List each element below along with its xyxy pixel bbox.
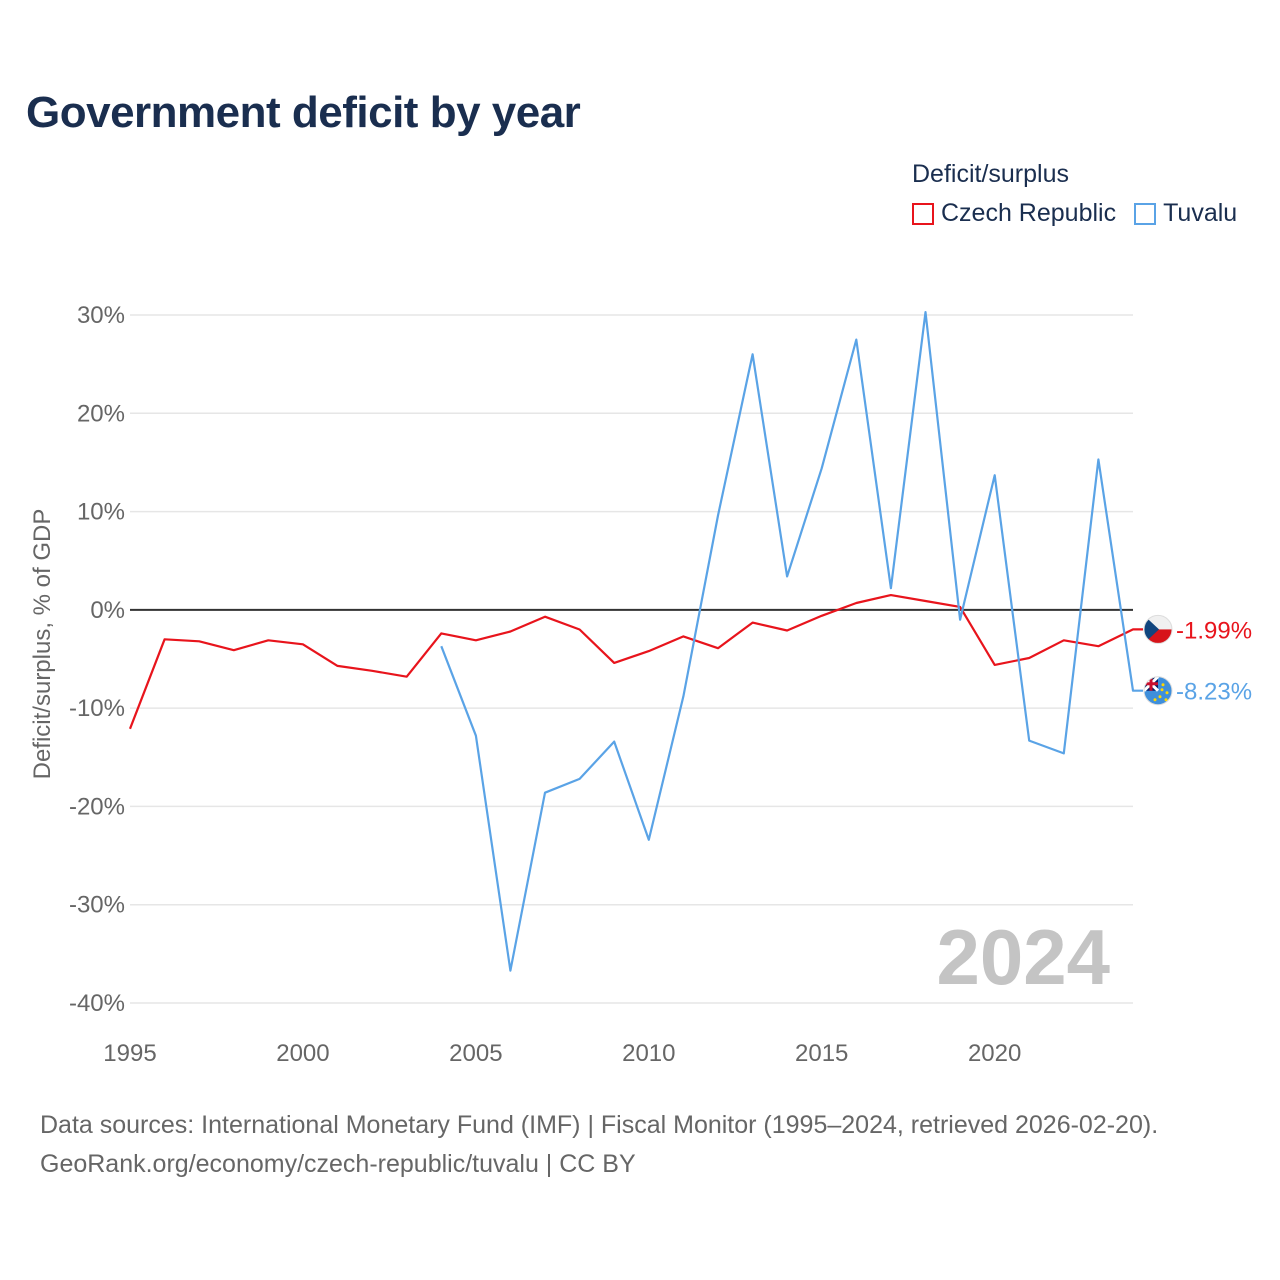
y-tick-label: 20% [77, 400, 125, 427]
legend-swatch-tuvalu [1134, 202, 1157, 225]
y-tick-label: -10% [69, 695, 125, 722]
year-watermark: 2024 [936, 913, 1110, 1001]
y-tick-label: 10% [77, 499, 125, 526]
flag-icon-czech-republic [1143, 614, 1173, 644]
x-tick-label: 2015 [795, 1040, 848, 1067]
legend-item-tuvalu[interactable]: Tuvalu [1134, 199, 1237, 228]
x-tick-label: 2005 [449, 1040, 502, 1067]
end-label-czech-republic: -1.99% [1176, 617, 1252, 644]
y-tick-label: -40% [69, 990, 125, 1017]
footer: Data sources: International Monetary Fun… [40, 1106, 1158, 1184]
y-tick-label: -20% [69, 793, 125, 820]
x-tick-label: 1995 [103, 1040, 156, 1067]
flag-icon-tuvalu [1143, 676, 1173, 706]
legend-swatch-czech-republic [912, 202, 934, 225]
legend: Deficit/surplus Czech Republic Tuvalu [912, 160, 1237, 228]
x-tick-label: 2020 [968, 1040, 1021, 1067]
y-tick-label: -30% [69, 892, 125, 919]
source-link[interactable]: GeoRank.org/economy/czech-republic/tuval… [40, 1150, 636, 1178]
legend-title: Deficit/surplus [912, 160, 1069, 188]
series-line-tuvalu [440, 311, 1143, 972]
x-tick-label: 2010 [622, 1040, 675, 1067]
end-label-tuvalu: -8.23% [1176, 679, 1252, 706]
x-tick-label: 2000 [276, 1040, 329, 1067]
y-axis-label: Deficit/surplus, % of GDP [29, 509, 56, 780]
legend-label-tuvalu: Tuvalu [1163, 199, 1238, 227]
legend-label-czech-republic: Czech Republic [941, 199, 1117, 227]
legend-item-czech-republic[interactable]: Czech Republic [912, 199, 1116, 228]
series-line-czech-republic [128, 593, 1143, 730]
chart-title: Government deficit by year [26, 88, 581, 137]
y-tick-label: 30% [77, 302, 125, 329]
y-tick-label: 0% [90, 597, 125, 624]
data-sources: Data sources: International Monetary Fun… [40, 1111, 1159, 1139]
